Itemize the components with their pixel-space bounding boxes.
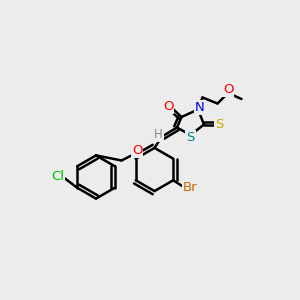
Text: H: H (154, 128, 163, 141)
Text: O: O (163, 100, 173, 113)
Text: N: N (195, 100, 205, 114)
Text: O: O (223, 83, 233, 96)
Text: O: O (132, 143, 142, 157)
Text: Br: Br (183, 181, 197, 194)
Text: Cl: Cl (51, 170, 64, 184)
Text: S: S (215, 118, 224, 131)
Text: S: S (186, 131, 195, 144)
